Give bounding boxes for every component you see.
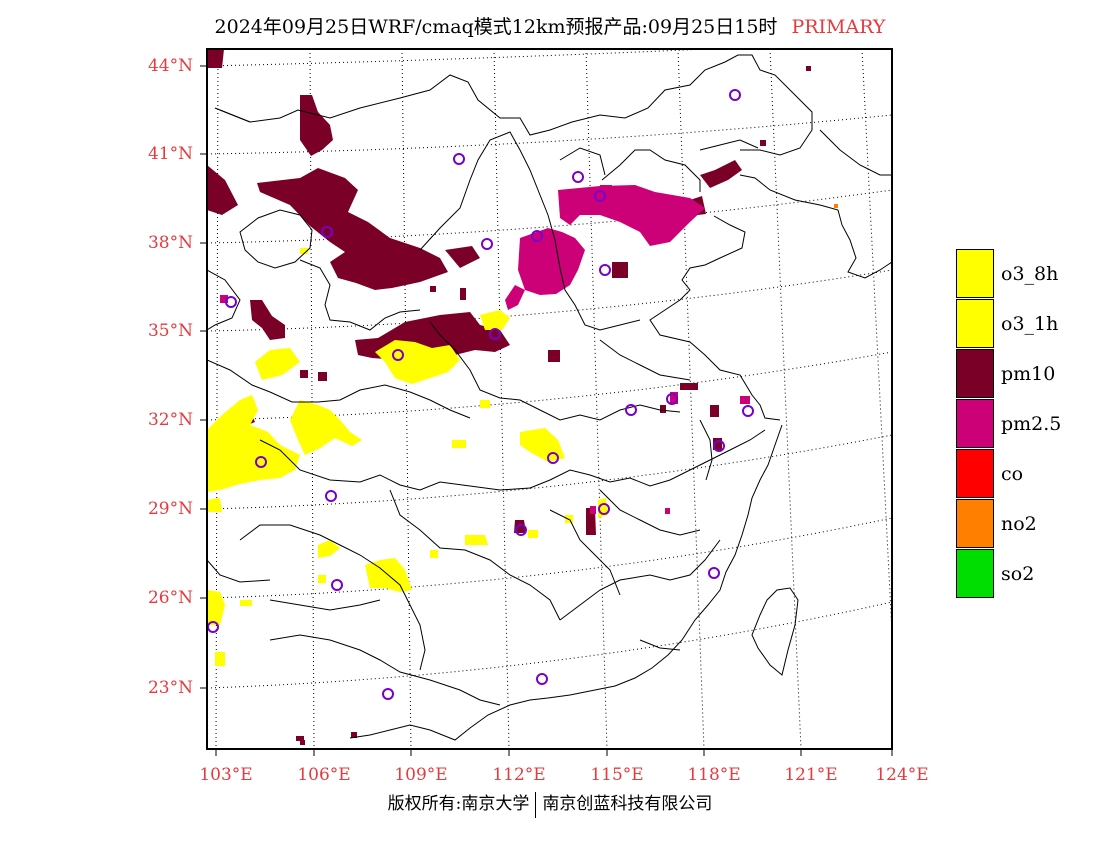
copyright-footer: 版权所有:南京大学 南京创蓝科技有限公司	[0, 789, 1100, 818]
station-marker	[331, 579, 343, 591]
legend-swatch	[956, 549, 994, 598]
legend-item-co: co	[956, 449, 1086, 499]
axis-ticks	[200, 65, 893, 756]
legend-label: pm2.5	[1001, 413, 1062, 435]
station-marker	[547, 452, 559, 464]
lon-label-118e: 118°E	[687, 765, 741, 785]
station-marker	[536, 673, 548, 685]
legend-swatch	[956, 449, 994, 498]
station-marker	[598, 503, 610, 515]
station-markers	[207, 89, 754, 700]
station-marker	[321, 226, 333, 238]
station-marker	[742, 405, 754, 417]
lon-label-115e: 115°E	[590, 765, 644, 785]
legend-item-pm10: pm10	[956, 349, 1086, 399]
legend-item-o3-8h: o3_8h	[956, 249, 1086, 299]
station-marker	[382, 688, 394, 700]
station-marker	[453, 153, 465, 165]
station-marker	[599, 264, 611, 276]
lon-label-103e: 103°E	[199, 765, 253, 785]
station-marker	[225, 296, 237, 308]
lat-label-29n: 29°N	[147, 499, 193, 519]
lon-label-124e: 124°E	[875, 765, 929, 785]
station-marker	[666, 393, 678, 405]
legend-swatch	[956, 299, 994, 348]
lat-label-32n: 32°N	[147, 410, 193, 430]
station-marker	[392, 349, 404, 361]
lat-label-26n: 26°N	[147, 588, 193, 608]
station-marker	[713, 440, 725, 452]
station-marker	[572, 171, 584, 183]
legend-item-no2: no2	[956, 499, 1086, 549]
station-marker	[531, 230, 543, 242]
lat-label-35n: 35°N	[147, 321, 193, 341]
station-marker	[481, 238, 493, 250]
station-marker	[489, 328, 501, 340]
legend-swatch	[956, 399, 994, 448]
station-marker	[325, 490, 337, 502]
map-title: 2024年09月25日WRF/cmaq模式12km预报产品:09月25日15时 P…	[0, 12, 1100, 39]
legend-label: co	[1001, 463, 1024, 485]
legend-item-o3-1h: o3_1h	[956, 299, 1086, 349]
station-marker	[255, 456, 267, 468]
lat-label-38n: 38°N	[147, 233, 193, 253]
lon-label-121e: 121°E	[784, 765, 838, 785]
no2-pixel	[834, 204, 838, 208]
title-tag: PRIMARY	[791, 16, 886, 38]
footer-divider	[535, 791, 537, 818]
lat-label-23n: 23°N	[147, 678, 193, 698]
title-text: 2024年09月25日WRF/cmaq模式12km预报产品:09月25日15时	[214, 16, 778, 38]
legend-item-so2: so2	[956, 549, 1086, 599]
copyright-left: 版权所有:南京大学	[387, 794, 530, 814]
legend-label: so2	[1001, 563, 1035, 585]
graticule	[207, 49, 892, 749]
legend-label: no2	[1001, 513, 1037, 535]
station-marker	[625, 404, 637, 416]
lon-label-109e: 109°E	[394, 765, 448, 785]
map-frame	[206, 48, 893, 750]
legend-label: o3_8h	[1001, 263, 1059, 285]
legend-label: o3_1h	[1001, 313, 1059, 335]
boundaries	[207, 54, 892, 741]
station-marker	[515, 524, 527, 536]
o3-field	[207, 248, 608, 666]
station-marker	[729, 89, 741, 101]
copyright-right: 南京创蓝科技有限公司	[542, 794, 713, 814]
station-marker	[594, 190, 606, 202]
lat-label-41n: 41°N	[147, 144, 193, 164]
lat-label-44n: 44°N	[147, 56, 193, 76]
legend-item-pm25: pm2.5	[956, 399, 1086, 449]
lon-label-106e: 106°E	[297, 765, 351, 785]
station-marker	[708, 567, 720, 579]
map-frame-bg	[207, 49, 892, 749]
pm25-field	[220, 185, 750, 514]
legend-label: pm10	[1001, 363, 1056, 385]
legend-swatch	[956, 249, 994, 298]
legend-swatch	[956, 349, 994, 398]
legend-swatch	[956, 499, 994, 548]
lon-label-112e: 112°E	[492, 765, 546, 785]
